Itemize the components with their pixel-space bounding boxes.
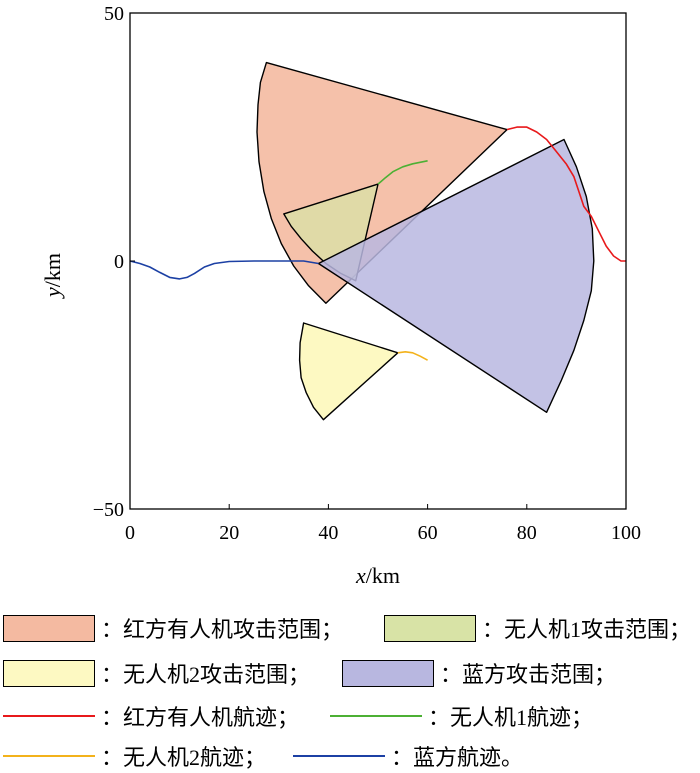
track-uav1-track [377, 160, 428, 185]
legend-item-uav1-attack-range: ：无人机1攻击范围； [384, 611, 691, 645]
x-axis-ticks: 0 20 40 60 80 100 [125, 504, 641, 544]
legend-swatch-uav2-track [3, 755, 95, 757]
legend-item-uav2-attack-range: ：无人机2攻击范围； [3, 656, 310, 690]
y-axis-label: y/km [40, 253, 65, 299]
legend-label-red-attack-range: ：红方有人机攻击范围； [101, 617, 344, 642]
attack-regions [256, 61, 595, 421]
y-axis-ticks: 50 0 −50 [93, 3, 135, 521]
x-tick-label: 40 [318, 522, 338, 544]
flight-tracks [129, 126, 626, 361]
x-tick-label: 60 [418, 522, 438, 544]
track-red-track [506, 126, 626, 262]
legend-label-uav2-attack-range: ：无人机2攻击范围； [101, 662, 311, 687]
x-tick-label: 80 [517, 522, 537, 544]
y-tick-label: 0 [114, 251, 124, 273]
region-uav2-attack-range [298, 322, 399, 421]
x-axis-label: x/km [355, 563, 400, 588]
legend-label-blue-attack-range: ：蓝方攻击范围； [440, 662, 617, 687]
legend-swatch-red-attack-range [3, 614, 95, 642]
legend-label-uav2-track: ：无人机2航迹； [101, 745, 267, 770]
legend-swatch-uav1-attack-range [384, 614, 476, 642]
legend-label-red-track: ：红方有人机航迹； [101, 705, 300, 730]
legend-item-uav2-track: ：无人机2航迹； [3, 739, 266, 773]
y-tick-label: 50 [104, 3, 124, 25]
region-blue-attack-range [317, 138, 595, 413]
track-uav2-track [397, 350, 428, 361]
legend-swatch-uav2-attack-range [3, 659, 95, 687]
legend-swatch-uav1-track [330, 715, 422, 717]
x-tick-label: 20 [219, 522, 239, 544]
track-blue-track [129, 260, 319, 280]
legend-swatch-red-track [3, 715, 95, 717]
legend-item-blue-track: ：蓝方航迹。 [293, 739, 523, 773]
legend-label-uav1-attack-range: ：无人机1攻击范围； [482, 617, 692, 642]
legend-item-blue-attack-range: ：蓝方攻击范围； [342, 656, 616, 690]
y-tick-label: −50 [93, 499, 124, 521]
legend-swatch-blue-attack-range [342, 659, 434, 687]
legend-item-uav1-track: ：无人机1航迹； [330, 699, 593, 733]
legend-label-blue-track: ：蓝方航迹。 [391, 745, 524, 770]
legend-item-red-attack-range: ：红方有人机攻击范围； [3, 611, 343, 645]
chart: 0 20 40 60 80 100 500−50 x/km y/km [40, 3, 641, 588]
x-tick-label: 0 [125, 522, 135, 544]
legend-label-uav1-track: ：无人机1航迹； [428, 705, 594, 730]
legend-item-red-track: ：红方有人机航迹； [3, 699, 299, 733]
x-tick-label: 100 [611, 522, 641, 544]
legend-swatch-blue-track [293, 755, 385, 757]
